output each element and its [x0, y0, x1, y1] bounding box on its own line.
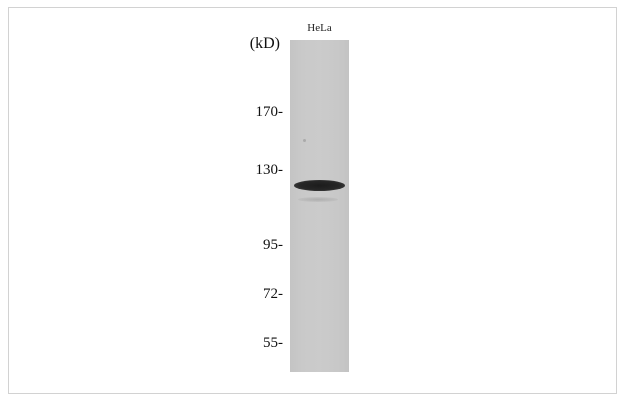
marker-55: 55-	[263, 335, 283, 351]
marker-130: 130-	[255, 162, 284, 178]
protein-band	[294, 180, 345, 191]
marker-72: 72-	[263, 286, 283, 302]
blot-lane	[290, 40, 349, 372]
faint-band	[298, 197, 338, 202]
marker-95: 95-	[263, 237, 283, 253]
lane-label-hela: HeLa	[307, 22, 332, 34]
lane-speck	[303, 139, 306, 142]
molecular-weight-unit-label: (kD)	[249, 35, 280, 52]
marker-170: 170-	[255, 104, 284, 120]
